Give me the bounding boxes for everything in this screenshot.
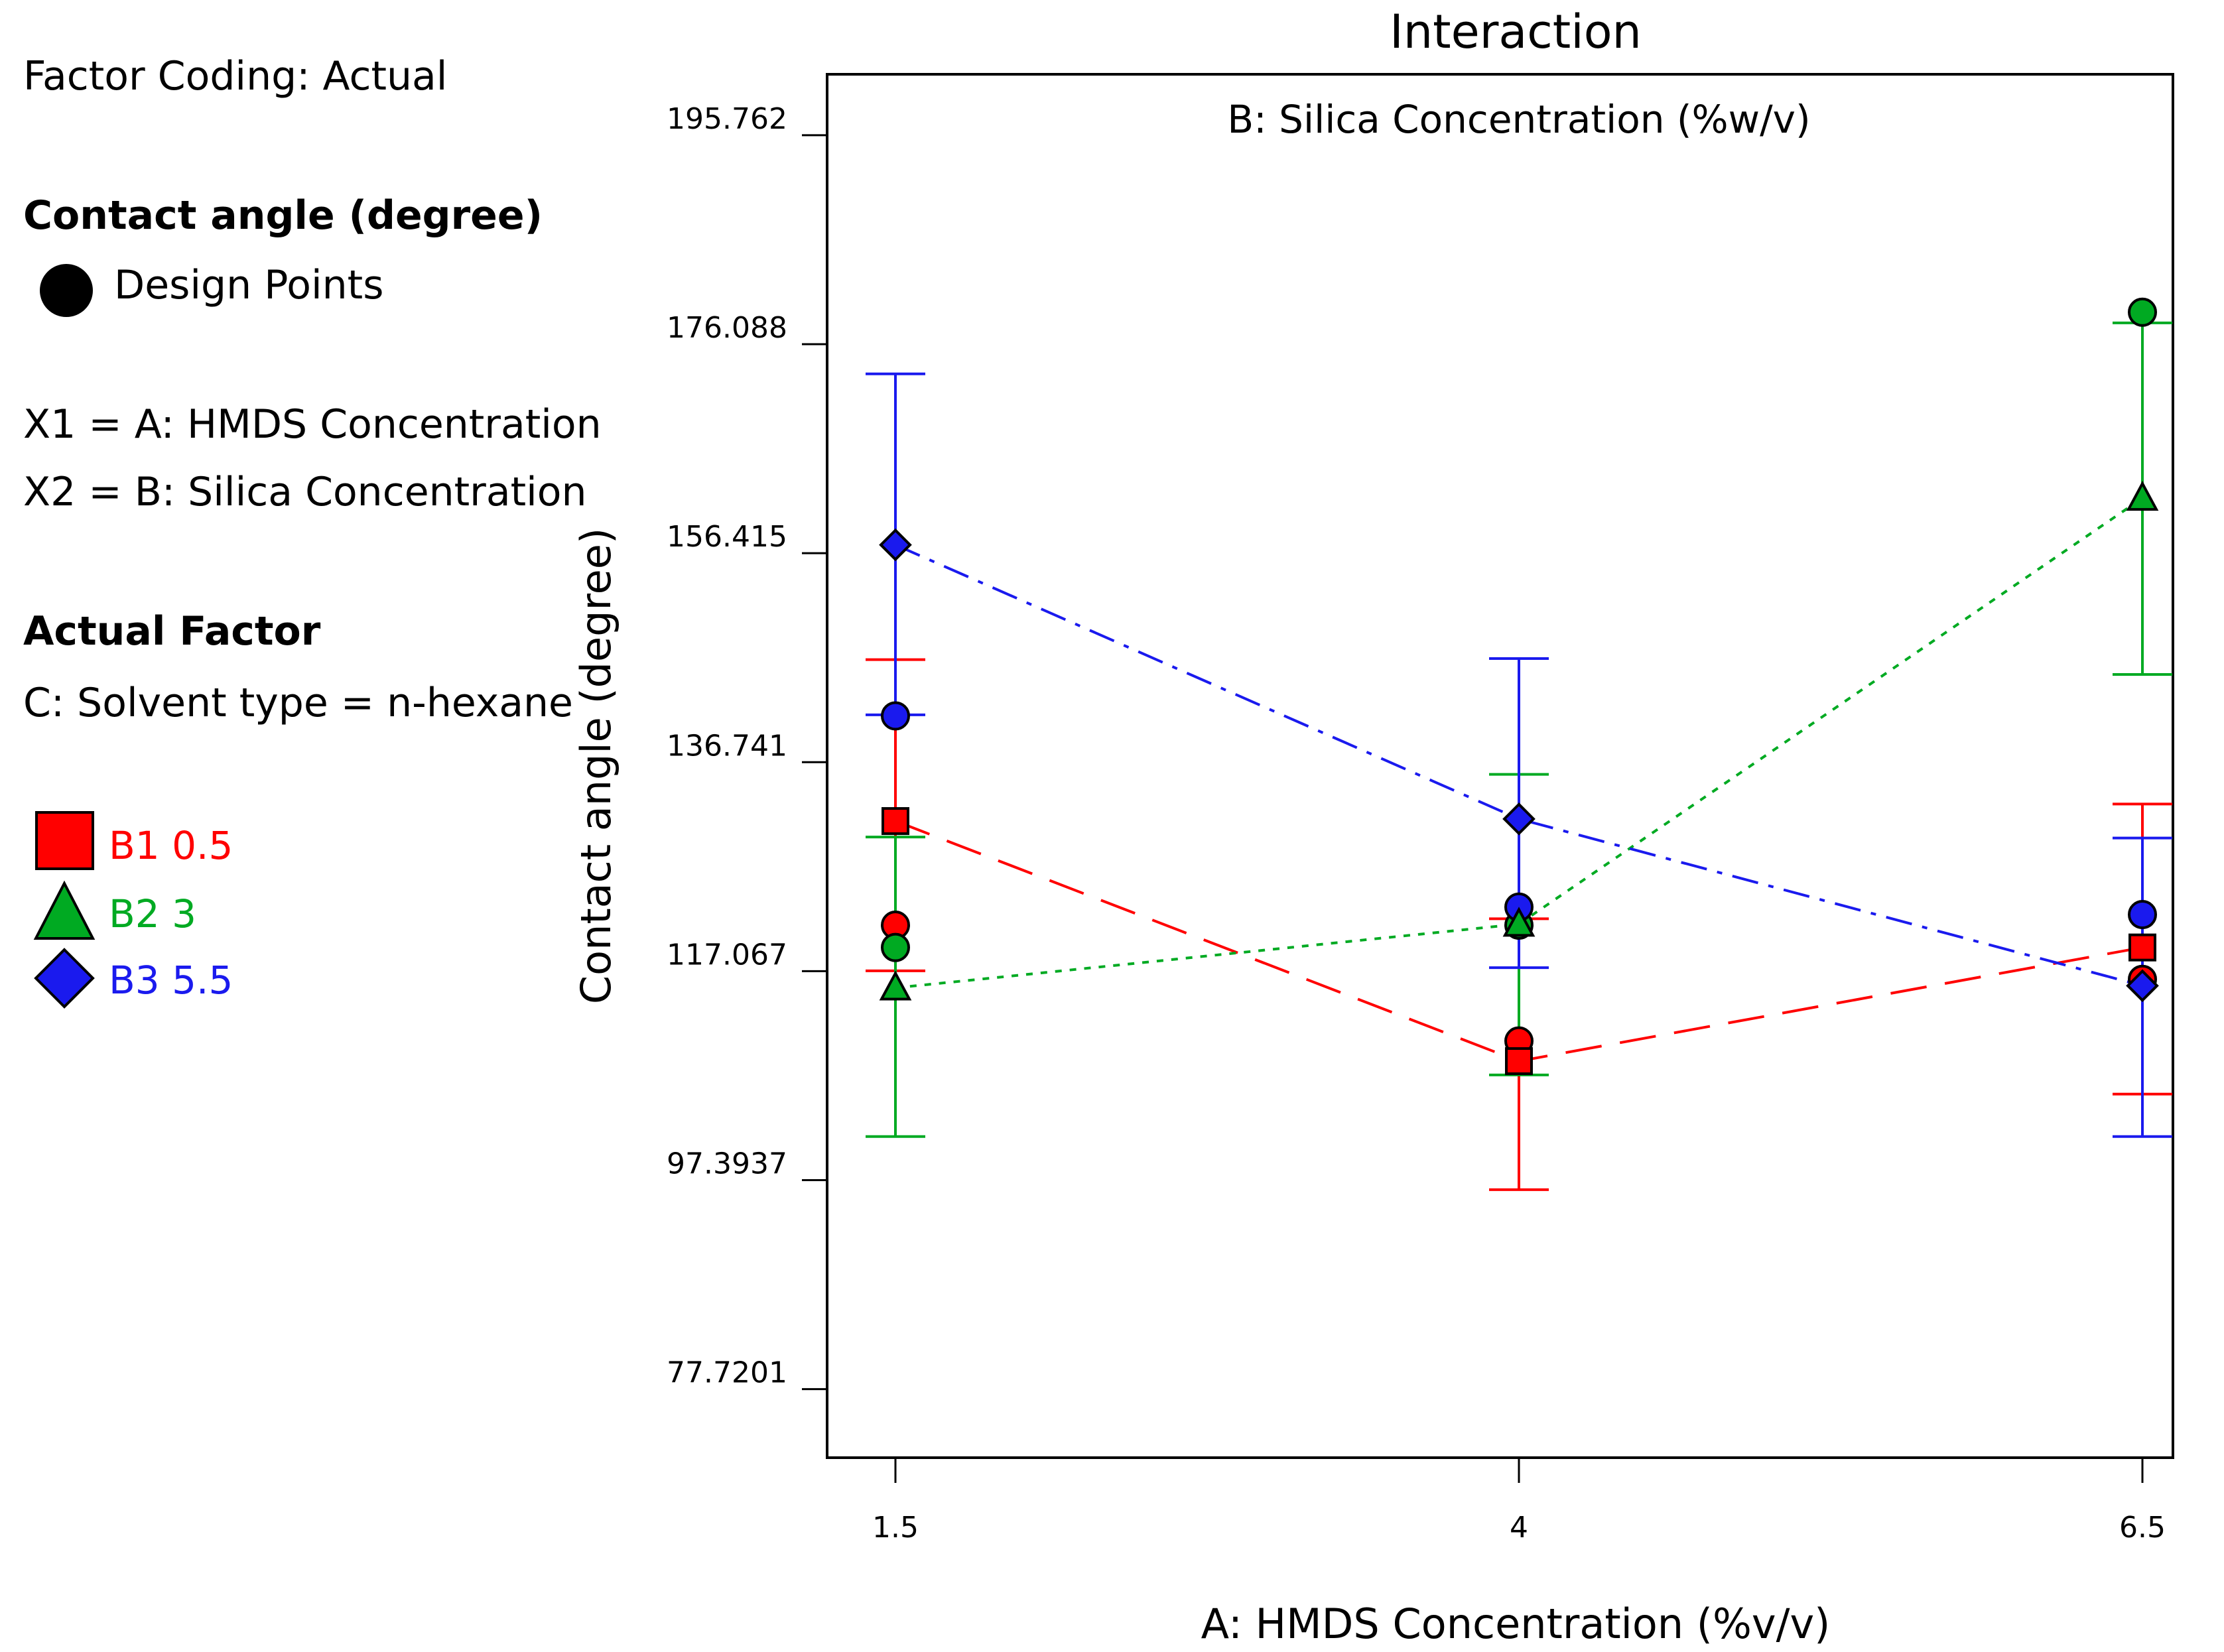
design-point-legend-icon [40,264,93,317]
factor-coding-label: Factor Coding: Actual [23,53,448,99]
series-marker-triangle [2126,480,2159,511]
y-tick-label: 156.415 [667,520,787,554]
x-axis: 1.5 4 6.5 [872,1458,2166,1545]
series-marker-triangle [1502,907,1536,937]
design-points-label: Design Points [114,262,384,308]
y-tick-label: 195.762 [667,102,787,136]
y-tick-label: 77.7201 [667,1356,787,1390]
chart-subtitle: B: Silica Concentration (%w/v) [1227,97,1810,142]
legend-triangle-icon [33,880,96,940]
series-marker-diamond [2126,969,2159,1003]
legend-diamond-icon [34,948,95,1009]
y-axis-label: Contact angle (degree) [572,528,620,1004]
y-tick-label: 136.741 [667,729,787,763]
series-legend: B1 0.5 B2 3 B3 5.5 [33,811,233,1009]
chart-title: Interaction [1390,5,1642,59]
x1-definition: X1 = A: HMDS Concentration [23,401,602,448]
series-line [895,543,2143,987]
legend-b2-label: B2 3 [109,891,196,936]
series-layer [866,297,2172,1191]
response-title: Contact angle (degree) [23,192,543,239]
legend-b3-label: B3 5.5 [109,958,233,1003]
y-tick-label: 117.067 [667,938,787,972]
series-marker-square [2128,933,2156,962]
design-point [881,932,910,962]
y-tick-label: 176.088 [667,311,787,345]
series-line [895,497,2144,989]
series-marker-square [882,807,909,836]
x-tick-label: 6.5 [2119,1511,2166,1545]
series-marker-square [1505,1047,1533,1076]
legend-b1-label: B1 0.5 [109,823,233,868]
x-tick-label: 4 [1510,1511,1528,1545]
series-marker-diamond [879,528,912,562]
design-point [2128,900,2157,930]
y-axis: 77.7201 97.3937 117.067 136.741 156.415 176.0… [667,102,827,1391]
series-marker-triangle [879,970,912,1001]
design-point [881,701,910,731]
plot-frame [826,73,2174,1459]
x2-definition: X2 = B: Silica Concentration [23,469,587,515]
x-axis-label: A: HMDS Concentration (%v/v) [1201,1600,1831,1648]
actual-factor-value: C: Solvent type = n-hexane [23,680,573,726]
design-point [2128,297,2157,327]
series-marker-diamond [1502,802,1536,836]
x-tick-label: 1.5 [872,1511,919,1545]
y-tick-label: 97.3937 [667,1147,787,1181]
legend-square-icon [35,811,94,870]
actual-factor-title: Actual Factor [23,608,321,655]
